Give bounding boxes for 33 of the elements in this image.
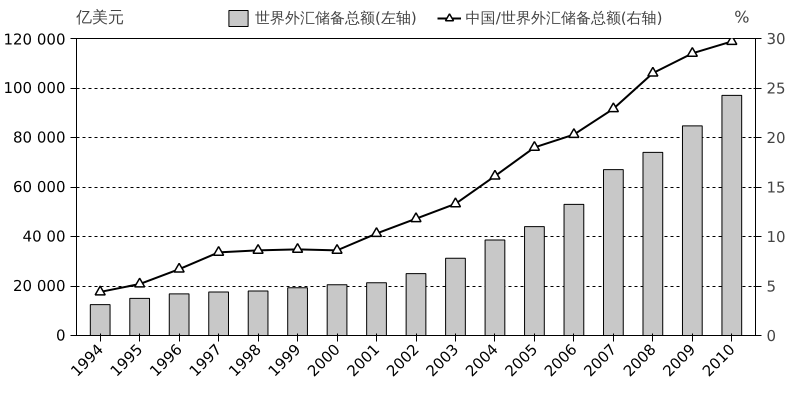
legend-label: 中国/世界外汇储备总额(右轴) (466, 8, 662, 28)
point (331, 244, 343, 254)
point (252, 244, 264, 254)
point (489, 170, 501, 180)
y2-tick-label: 15 (766, 178, 786, 196)
point (528, 140, 540, 152)
y-tick-label: 20 000 (13, 277, 66, 295)
y-tick-label: 40 00 (22, 228, 66, 246)
y2-tick-label: 0 (766, 327, 776, 345)
y-tick-label: 60 000 (13, 178, 66, 196)
point (292, 242, 304, 254)
point (568, 128, 580, 138)
point (94, 285, 106, 296)
y2-tick-label: 25 (766, 80, 786, 98)
y-tick-label: 0 (56, 326, 66, 344)
point (647, 66, 659, 77)
y2-tick-label: 20 (766, 129, 786, 147)
y2-tick-label: 30 (766, 30, 786, 48)
point (410, 212, 422, 222)
point (686, 46, 698, 57)
point (608, 102, 620, 112)
y2-tick-label: 5 (766, 278, 776, 296)
legend-label: 世界外汇储备总额(左轴) (255, 8, 417, 28)
y-tick-label: 80 000 (13, 128, 66, 146)
point (173, 262, 185, 273)
point (212, 246, 224, 256)
y-tick-label: 120 000 (3, 30, 66, 48)
y-tick-label: 100 000 (3, 79, 66, 97)
y2-axis-title: % (734, 8, 750, 26)
point (370, 227, 382, 238)
point (134, 277, 146, 288)
y2-tick-label: 10 (766, 228, 786, 246)
point (450, 197, 462, 208)
